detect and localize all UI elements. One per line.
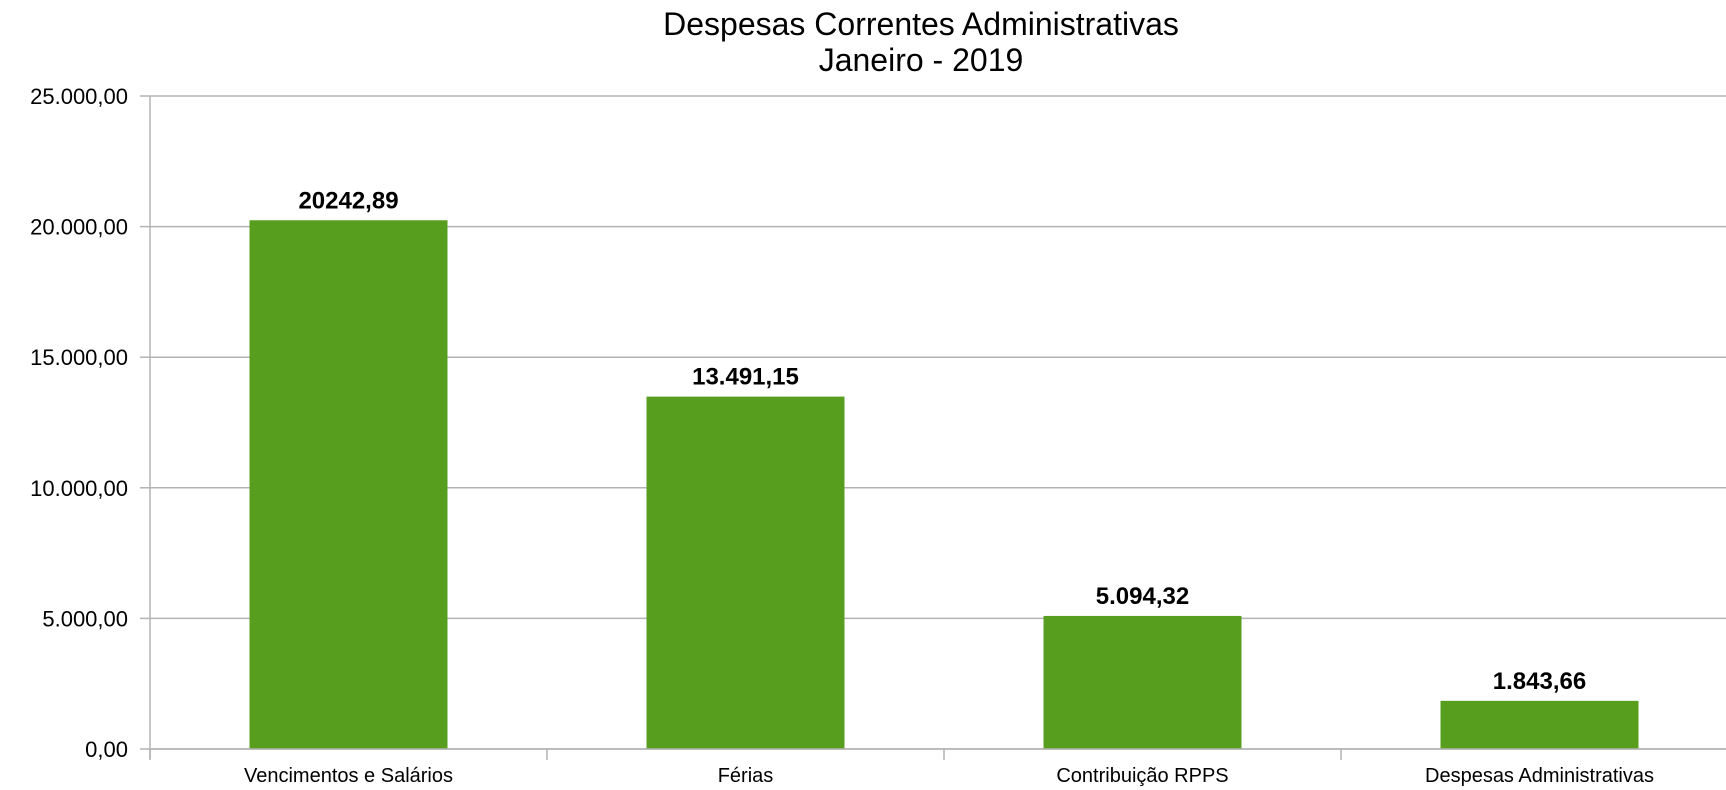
- x-axis-category-labels: Vencimentos e Salários Férias Contribuição…: [244, 765, 1654, 787]
- x-category-label: Despesas Administrativas: [1425, 765, 1654, 787]
- bar: [1043, 615, 1242, 749]
- axes: [149, 96, 1726, 760]
- bar-data-label: 13.491,15: [692, 364, 799, 391]
- x-category-label: Férias: [718, 765, 774, 787]
- bar-data-label: 5.094,32: [1096, 583, 1189, 610]
- bar-data-label: 20242,89: [298, 187, 398, 214]
- y-axis-tick-labels: 0,00 5.000,00 10.000,00 15.000,00 20.000,00 2…: [30, 84, 128, 762]
- chart-title: Despesas Correntes Administrativas: [663, 6, 1179, 42]
- chart-subtitle: Janeiro - 2019: [819, 42, 1024, 78]
- bars: 20242,89 13.491,15 5.094,32 1.843,66: [249, 187, 1639, 749]
- y-tick-label: 0,00: [85, 737, 128, 762]
- y-tick-label: 5.000,00: [42, 606, 128, 631]
- bar: [1440, 700, 1639, 749]
- bar-data-label: 1.843,66: [1493, 668, 1586, 695]
- y-tick-label: 10.000,00: [30, 476, 128, 501]
- x-category-label: Vencimentos e Salários: [244, 765, 453, 787]
- y-tick-label: 15.000,00: [30, 345, 128, 370]
- y-tick-label: 20.000,00: [30, 215, 128, 240]
- bar: [646, 396, 845, 749]
- y-tick-label: 25.000,00: [30, 84, 128, 109]
- bar: [249, 220, 448, 749]
- x-category-label: Contribuição RPPS: [1056, 765, 1228, 787]
